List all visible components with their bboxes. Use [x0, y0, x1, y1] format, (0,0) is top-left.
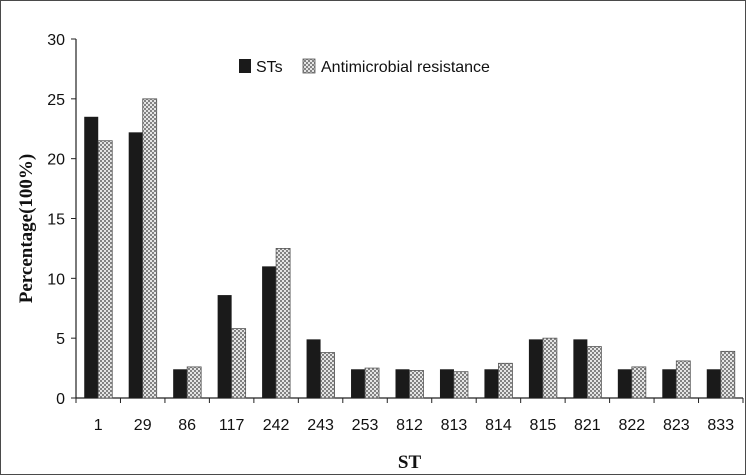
bar-antimicrobial-resistance	[586, 346, 602, 399]
bar-sts	[306, 339, 321, 398]
y-tick-label: 0	[56, 391, 65, 408]
bar-sts	[439, 369, 454, 398]
x-tick-label: 117	[219, 417, 245, 434]
x-tick-label: 821	[574, 417, 601, 434]
bar-sts	[573, 339, 588, 398]
bar-antimicrobial-resistance	[542, 337, 558, 399]
y-tick-label: 5	[56, 331, 65, 348]
x-tick-label: 833	[707, 417, 734, 434]
y-tick-label: 25	[47, 92, 65, 109]
bar-sts	[351, 369, 366, 398]
bar-sts	[173, 369, 188, 398]
bar-sts	[217, 295, 232, 398]
legend-label-antimicrobial-resistance: Antimicrobial resistance	[321, 59, 490, 76]
y-tick-label: 10	[47, 271, 65, 288]
bar-antimicrobial-resistance	[675, 360, 691, 399]
legend-swatch-sts	[239, 59, 251, 73]
x-tick-label: 822	[618, 417, 645, 434]
bar-sts	[84, 116, 99, 399]
bar-sts	[262, 266, 277, 398]
bar-antimicrobial-resistance	[320, 352, 335, 399]
x-tick-label: 814	[485, 417, 512, 434]
x-tick-label: 253	[352, 417, 379, 434]
bar-sts	[662, 369, 677, 398]
bar-antimicrobial-resistance	[631, 366, 647, 399]
bar-antimicrobial-resistance	[720, 350, 736, 399]
bar-sts	[528, 339, 543, 398]
y-tick-label: 30	[47, 32, 65, 49]
bar-antimicrobial-resistance	[453, 371, 469, 399]
x-tick-label: 242	[263, 417, 290, 434]
bar-sts	[617, 369, 632, 398]
x-axis-title: ST	[398, 452, 422, 473]
bar-antimicrobial-resistance	[275, 248, 291, 399]
x-tick-label: 1	[94, 417, 103, 434]
bar-antimicrobial-resistance	[142, 98, 158, 399]
bar-sts	[128, 132, 143, 398]
bar-antimicrobial-resistance	[409, 370, 424, 399]
bar-sts	[484, 369, 499, 398]
x-tick-label: 243	[307, 417, 334, 434]
bar-antimicrobial-resistance	[498, 362, 513, 399]
bar-antimicrobial-resistance	[364, 367, 380, 399]
x-tick-label: 815	[530, 417, 557, 434]
y-axis-title: Percentage(100%)	[16, 154, 37, 303]
bar-sts	[395, 369, 410, 398]
x-tick-label: 823	[663, 417, 690, 434]
x-tick-label: 29	[134, 417, 152, 434]
x-tick-label: 86	[178, 417, 196, 434]
bar-antimicrobial-resistance	[231, 328, 247, 399]
bar-sts	[706, 369, 721, 398]
y-tick-label: 15	[47, 212, 65, 229]
x-tick-label: 812	[396, 417, 423, 434]
legend-label-sts: STs	[256, 59, 283, 76]
y-tick-label: 20	[47, 152, 65, 169]
bar-antimicrobial-resistance	[186, 366, 202, 399]
bar-antimicrobial-resistance	[97, 140, 113, 399]
x-tick-label: 813	[441, 417, 468, 434]
legend-swatch-antimicrobial-resistance	[302, 58, 316, 74]
